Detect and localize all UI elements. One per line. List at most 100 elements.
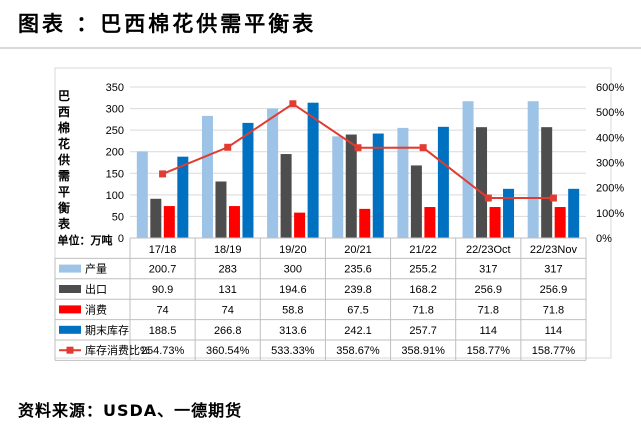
table-cell: 71.8 bbox=[543, 304, 564, 316]
table-cell: 158.77% bbox=[532, 345, 576, 357]
bar-产量-17/18 bbox=[136, 151, 148, 238]
bar-产量-19/20 bbox=[267, 108, 279, 238]
table-cell: 255.2 bbox=[409, 264, 437, 276]
table-cell: 194.6 bbox=[279, 284, 307, 296]
table-cell: 131 bbox=[219, 284, 237, 296]
y-tick-label: 250 bbox=[106, 125, 124, 137]
source-note: 资料来源：USDA、一德期货 bbox=[18, 401, 243, 420]
bar-消费-21/22 bbox=[424, 207, 436, 238]
y-axis-label-char: 表 bbox=[57, 216, 71, 231]
y-tick-label: 350 bbox=[106, 82, 124, 94]
y-axis-label-char: 需 bbox=[58, 169, 70, 183]
table-cell: 254.73% bbox=[141, 345, 185, 357]
table-cell: 114 bbox=[480, 325, 498, 337]
y2-tick-label: 200% bbox=[596, 183, 624, 195]
unit-label: 单位：万吨 bbox=[58, 233, 113, 247]
y-tick-label: 100 bbox=[106, 190, 124, 202]
table-cell: 317 bbox=[544, 264, 562, 276]
y2-tick-label: 500% bbox=[596, 107, 624, 119]
table-cell: 239.8 bbox=[344, 284, 372, 296]
line-point-18/19 bbox=[224, 143, 232, 151]
bar-出口-22/23Oct bbox=[476, 127, 488, 238]
chart-frame bbox=[54, 67, 612, 359]
y-tick-label: 150 bbox=[106, 168, 124, 180]
y2-tick-label: 400% bbox=[596, 132, 624, 144]
line-point-22/23Nov bbox=[549, 194, 557, 202]
table-cell: 266.8 bbox=[214, 325, 242, 337]
table-cell: 90.9 bbox=[152, 284, 173, 296]
legend-key-期末库存 bbox=[59, 325, 81, 334]
bar-产量-22/23Nov bbox=[527, 101, 539, 238]
bar-期末库存-22/23Nov bbox=[568, 188, 580, 238]
table-cell: 200.7 bbox=[149, 264, 177, 276]
line-point-21/22 bbox=[419, 144, 427, 152]
y2-tick-label: 100% bbox=[596, 208, 624, 220]
bar-产量-20/21 bbox=[332, 136, 344, 238]
legend-label-期末库存: 期末库存 bbox=[85, 323, 129, 337]
table-cell: 242.1 bbox=[344, 325, 372, 337]
table-cell: 74 bbox=[156, 304, 168, 316]
y-axis-label-char: 棉 bbox=[58, 120, 70, 135]
y2-tick-label: 600% bbox=[596, 82, 624, 94]
legend-key-产量 bbox=[59, 264, 81, 273]
y-axis-label-char: 平 bbox=[58, 185, 70, 199]
table-cell: 533.33% bbox=[271, 345, 315, 357]
table-cell: 114 bbox=[545, 325, 563, 337]
table-cell: 256.9 bbox=[475, 284, 503, 296]
y-tick-label: 0 bbox=[118, 233, 124, 245]
table-cell: 67.5 bbox=[347, 304, 368, 316]
bar-期末库存-20/21 bbox=[372, 133, 384, 238]
bar-消费-18/19 bbox=[228, 206, 240, 238]
legend-label-消费: 消费 bbox=[85, 302, 107, 316]
bar-消费-19/20 bbox=[294, 212, 306, 238]
legend-label-出口: 出口 bbox=[85, 282, 107, 296]
title-divider bbox=[0, 47, 641, 49]
y-axis-label-char: 西 bbox=[58, 105, 70, 119]
bar-出口-21/22 bbox=[410, 165, 422, 238]
legend-key-消费 bbox=[59, 305, 81, 314]
table-cell: 358.67% bbox=[336, 345, 380, 357]
bar-产量-21/22 bbox=[397, 127, 409, 238]
bar-产量-22/23Oct bbox=[462, 101, 474, 238]
bar-消费-17/18 bbox=[163, 206, 175, 238]
bar-期末库存-22/23Oct bbox=[503, 188, 515, 238]
bar-期末库存-17/18 bbox=[177, 156, 189, 238]
bar-消费-20/21 bbox=[359, 208, 371, 238]
y-tick-label: 300 bbox=[106, 104, 124, 116]
bar-产量-18/19 bbox=[201, 115, 213, 238]
table-cell: 313.6 bbox=[279, 325, 307, 337]
bar-出口-17/18 bbox=[150, 198, 162, 238]
y-tick-label: 50 bbox=[112, 211, 124, 223]
category-label: 18/19 bbox=[214, 244, 242, 256]
bar-期末库存-18/19 bbox=[242, 122, 254, 238]
table-cell: 256.9 bbox=[540, 284, 568, 296]
table-cell: 158.77% bbox=[467, 345, 511, 357]
table-cell: 168.2 bbox=[409, 284, 437, 296]
table-cell: 74 bbox=[222, 304, 234, 316]
y-axis-label-char: 供 bbox=[57, 152, 70, 167]
table-cell: 235.6 bbox=[344, 264, 372, 276]
table-cell: 188.5 bbox=[149, 325, 177, 337]
bar-期末库存-19/20 bbox=[307, 102, 319, 238]
table-cell: 71.8 bbox=[478, 304, 499, 316]
category-label: 20/21 bbox=[344, 244, 372, 256]
line-point-19/20 bbox=[289, 100, 297, 108]
line-point-20/21 bbox=[354, 144, 362, 152]
legend-key-marker bbox=[66, 346, 74, 354]
y2-tick-label: 300% bbox=[596, 158, 624, 170]
table-cell: 358.91% bbox=[401, 345, 445, 357]
table-cell: 300 bbox=[284, 264, 302, 276]
table-cell: 360.54% bbox=[206, 345, 250, 357]
y-axis-label-char: 花 bbox=[58, 136, 70, 151]
table-cell: 71.8 bbox=[412, 304, 433, 316]
line-point-22/23Oct bbox=[484, 194, 492, 202]
bar-出口-22/23Nov bbox=[541, 127, 553, 238]
legend-label-产量: 产量 bbox=[85, 262, 107, 276]
table-cell: 283 bbox=[219, 264, 237, 276]
table-cell: 58.8 bbox=[282, 304, 303, 316]
bar-消费-22/23Oct bbox=[489, 207, 501, 238]
category-label: 19/20 bbox=[279, 244, 307, 256]
bar-出口-20/21 bbox=[345, 134, 357, 238]
bar-出口-18/19 bbox=[215, 181, 227, 238]
